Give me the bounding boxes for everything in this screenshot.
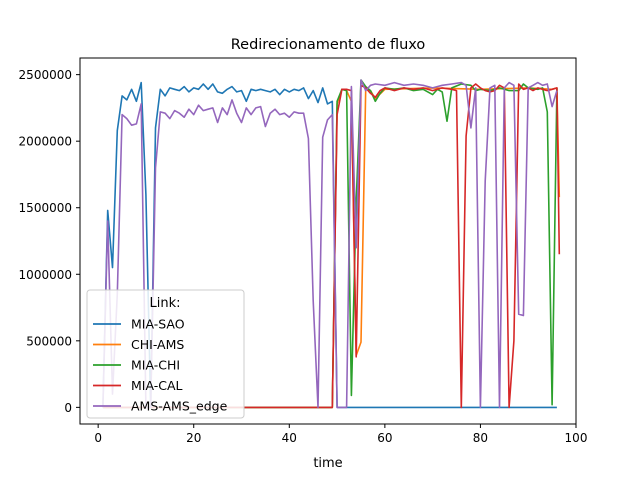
legend-label: MIA-CHI — [131, 358, 180, 373]
x-tick-label: 40 — [282, 431, 297, 445]
y-tick-label: 1500000 — [19, 201, 72, 215]
plot-frame — [79, 57, 577, 425]
plot-lines — [102, 79, 561, 409]
x-tick-label: 20 — [186, 431, 201, 445]
series-line-mia-sao — [102, 81, 557, 409]
legend-label: MIA-SAO — [131, 317, 185, 332]
x-tick-label: 100 — [565, 431, 588, 445]
legend-label: MIA-CAL — [131, 378, 183, 393]
x-tick-label: 80 — [473, 431, 488, 445]
x-axis-label: time — [313, 456, 342, 471]
y-tick-label: 500000 — [26, 334, 72, 348]
x-axis-ticks: 0 20 40 60 80 100 — [94, 424, 587, 445]
y-axis-ticks: 0 500000 1000000 1500000 2000000 2500000 — [19, 68, 80, 415]
legend: Link: MIA-SAO CHI-AMS MIA-CHI MIA-CAL AMS-AM… — [86, 289, 245, 419]
legend-label: CHI-AMS — [131, 337, 184, 352]
legend-items: MIA-SAO CHI-AMS MIA-CHI MIA-CAL AMS-AMS_edge — [93, 317, 228, 414]
y-tick-label: 0 — [64, 401, 72, 415]
y-tick-label: 2000000 — [19, 135, 72, 149]
x-tick-label: 0 — [94, 431, 102, 445]
legend-box — [86, 289, 245, 419]
chart-title: Redirecionamento de fluxo — [231, 37, 426, 53]
y-tick-label: 1000000 — [19, 268, 72, 282]
legend-title: Link: — [149, 296, 180, 311]
series-line-ams-ams-edge — [102, 79, 558, 409]
legend-label: AMS-AMS_edge — [131, 399, 228, 414]
x-tick-label: 60 — [377, 431, 392, 445]
y-tick-label: 2500000 — [19, 68, 72, 82]
